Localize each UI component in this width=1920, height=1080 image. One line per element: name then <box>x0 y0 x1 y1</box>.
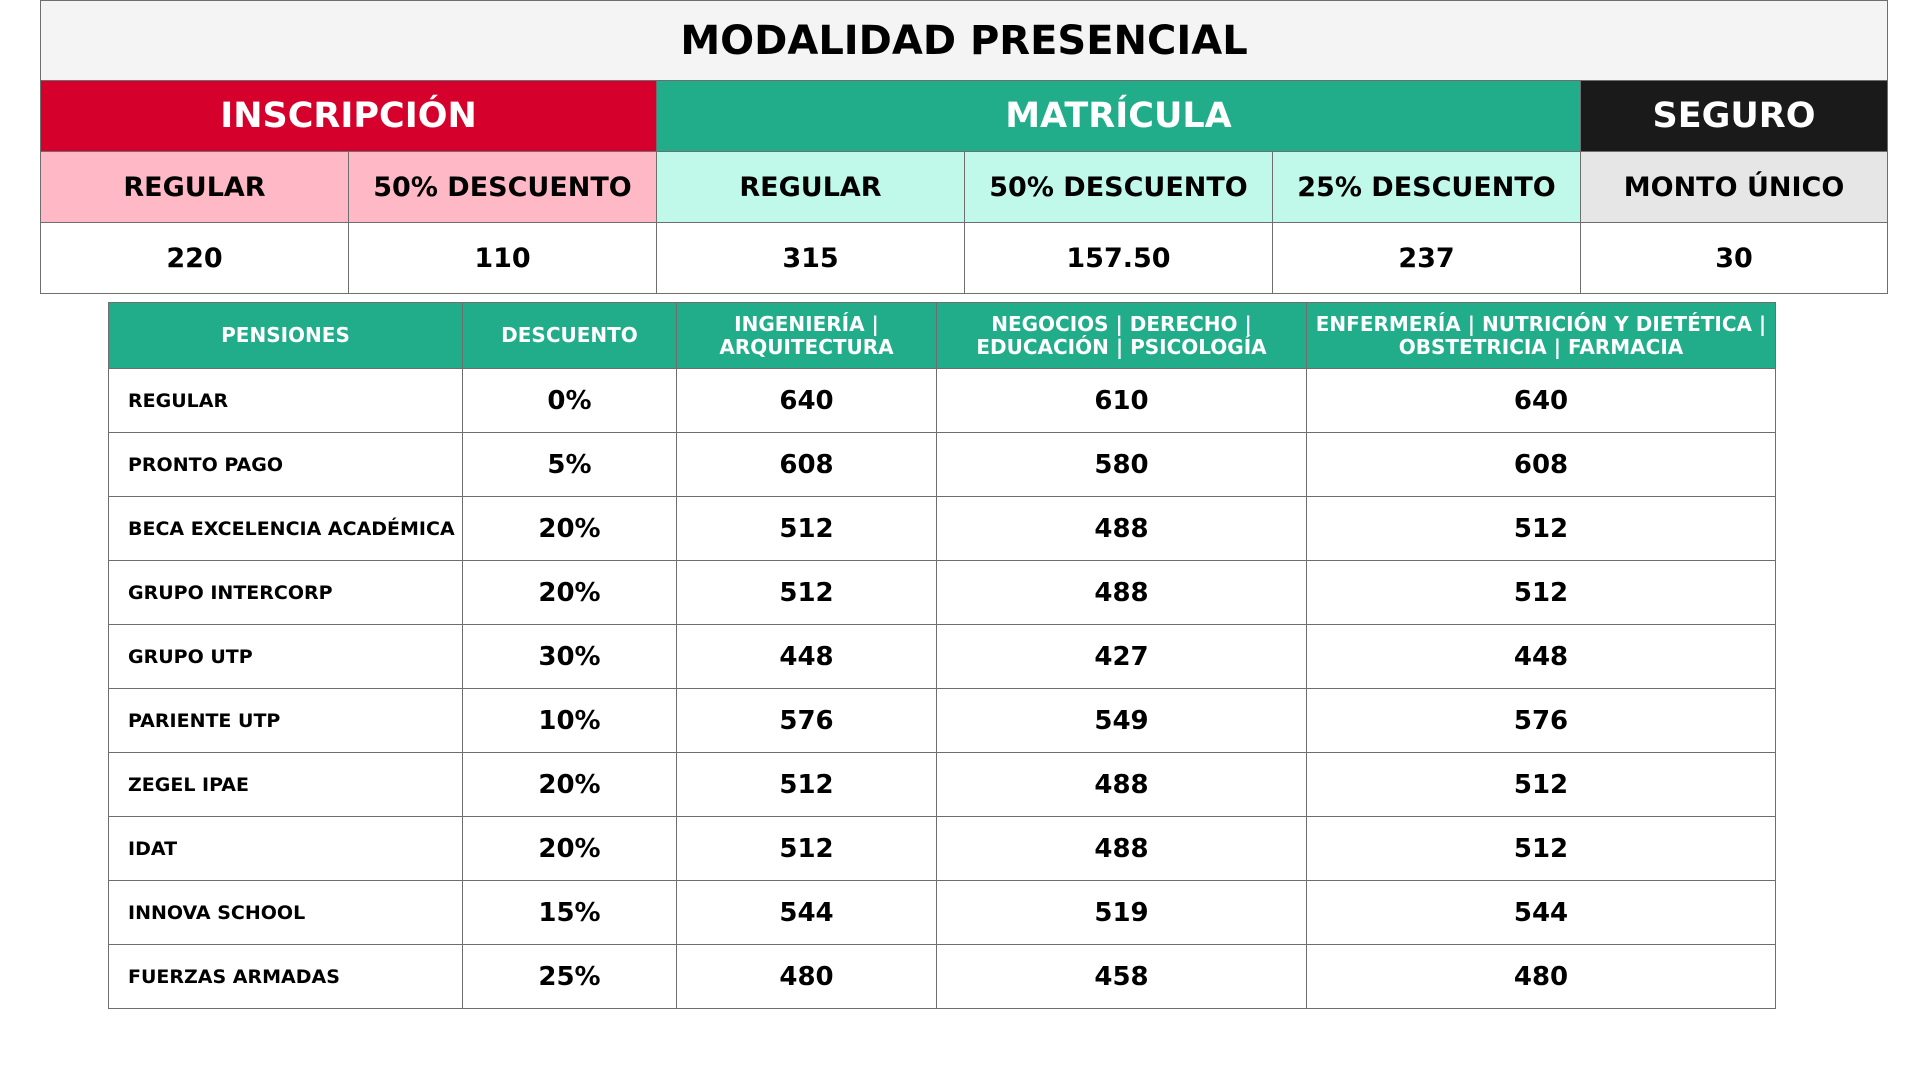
row-name: REGULAR <box>108 368 463 433</box>
section-matricula: MATRÍCULA <box>656 80 1581 152</box>
row-negocios: 488 <box>936 752 1307 817</box>
row-name: GRUPO INTERCORP <box>108 560 463 625</box>
row-descuento: 5% <box>462 432 677 497</box>
header-ingenieria: INGENIERÍA | ARQUITECTURA <box>676 302 937 369</box>
value-inscripcion-regular: 220 <box>40 222 349 294</box>
row-descuento: 20% <box>462 560 677 625</box>
row-enfermeria: 512 <box>1306 752 1776 817</box>
row-enfermeria: 576 <box>1306 688 1776 753</box>
section-inscripcion: INSCRIPCIÓN <box>40 80 657 152</box>
row-negocios: 488 <box>936 496 1307 561</box>
row-enfermeria: 480 <box>1306 944 1776 1009</box>
row-ingenieria: 512 <box>676 496 937 561</box>
subheader-seguro-monto: MONTO ÚNICO <box>1579 151 1889 223</box>
row-enfermeria: 512 <box>1306 560 1776 625</box>
value-inscripcion-50: 110 <box>348 222 657 294</box>
header-descuento: DESCUENTO <box>462 302 677 369</box>
row-enfermeria: 512 <box>1306 496 1776 561</box>
subheader-inscripcion-50: 50% DESCUENTO <box>348 151 657 223</box>
row-descuento: 25% <box>462 944 677 1009</box>
row-ingenieria: 640 <box>676 368 937 433</box>
row-ingenieria: 544 <box>676 880 937 945</box>
value-matricula-regular: 315 <box>656 222 965 294</box>
row-descuento: 20% <box>462 816 677 881</box>
table-row: IDAT 20% 512 488 512 <box>108 816 1776 881</box>
table-row: PRONTO PAGO 5% 608 580 608 <box>108 432 1776 497</box>
row-name: BECA EXCELENCIA ACADÉMICA <box>108 496 463 561</box>
table-row: GRUPO UTP 30% 448 427 448 <box>108 624 1776 689</box>
row-descuento: 20% <box>462 752 677 817</box>
pensiones-header-row: PENSIONES DESCUENTO INGENIERÍA | ARQUITE… <box>108 302 1776 369</box>
row-enfermeria: 448 <box>1306 624 1776 689</box>
row-descuento: 0% <box>462 368 677 433</box>
row-descuento: 15% <box>462 880 677 945</box>
row-negocios: 580 <box>936 432 1307 497</box>
row-negocios: 427 <box>936 624 1307 689</box>
row-enfermeria: 512 <box>1306 816 1776 881</box>
header-negocios: NEGOCIOS | DERECHO | EDUCACIÓN | PSICOLO… <box>936 302 1307 369</box>
value-matricula-25: 237 <box>1272 222 1581 294</box>
subheader-matricula-25: 25% DESCUENTO <box>1272 151 1581 223</box>
header-enfermeria: ENFERMERÍA | NUTRICIÓN Y DIETÉTICA | OBS… <box>1306 302 1776 369</box>
row-negocios: 488 <box>936 560 1307 625</box>
row-negocios: 458 <box>936 944 1307 1009</box>
row-ingenieria: 480 <box>676 944 937 1009</box>
row-name: INNOVA SCHOOL <box>108 880 463 945</box>
table-row: GRUPO INTERCORP 20% 512 488 512 <box>108 560 1776 625</box>
row-ingenieria: 608 <box>676 432 937 497</box>
table-row: FUERZAS ARMADAS 25% 480 458 480 <box>108 944 1776 1009</box>
row-ingenieria: 448 <box>676 624 937 689</box>
row-enfermeria: 640 <box>1306 368 1776 433</box>
fees-table: MODALIDAD PRESENCIAL INSCRIPCIÓN MATRÍCU… <box>39 0 1889 294</box>
row-ingenieria: 512 <box>676 752 937 817</box>
row-negocios: 610 <box>936 368 1307 433</box>
section-seguro: SEGURO <box>1579 80 1889 152</box>
row-ingenieria: 512 <box>676 560 937 625</box>
row-name: ZEGEL IPAE <box>108 752 463 817</box>
table-row: BECA EXCELENCIA ACADÉMICA 20% 512 488 51… <box>108 496 1776 561</box>
table-row: PARIENTE UTP 10% 576 549 576 <box>108 688 1776 753</box>
row-ingenieria: 512 <box>676 816 937 881</box>
row-ingenieria: 576 <box>676 688 937 753</box>
value-seguro-monto: 30 <box>1579 222 1889 294</box>
row-name: GRUPO UTP <box>108 624 463 689</box>
pensiones-table: PENSIONES DESCUENTO INGENIERÍA | ARQUITE… <box>108 302 1776 1009</box>
row-descuento: 30% <box>462 624 677 689</box>
subheader-matricula-50: 50% DESCUENTO <box>964 151 1273 223</box>
row-negocios: 519 <box>936 880 1307 945</box>
page-title: MODALIDAD PRESENCIAL <box>39 0 1889 81</box>
table-row: REGULAR 0% 640 610 640 <box>108 368 1776 433</box>
header-pensiones: PENSIONES <box>108 302 463 369</box>
row-negocios: 488 <box>936 816 1307 881</box>
row-enfermeria: 544 <box>1306 880 1776 945</box>
value-matricula-50: 157.50 <box>964 222 1273 294</box>
row-name: FUERZAS ARMADAS <box>108 944 463 1009</box>
row-name: PRONTO PAGO <box>108 432 463 497</box>
table-row: INNOVA SCHOOL 15% 544 519 544 <box>108 880 1776 945</box>
row-negocios: 549 <box>936 688 1307 753</box>
subheader-inscripcion-regular: REGULAR <box>40 151 349 223</box>
row-descuento: 10% <box>462 688 677 753</box>
subheader-matricula-regular: REGULAR <box>656 151 965 223</box>
table-row: ZEGEL IPAE 20% 512 488 512 <box>108 752 1776 817</box>
row-descuento: 20% <box>462 496 677 561</box>
row-enfermeria: 608 <box>1306 432 1776 497</box>
row-name: PARIENTE UTP <box>108 688 463 753</box>
row-name: IDAT <box>108 816 463 881</box>
